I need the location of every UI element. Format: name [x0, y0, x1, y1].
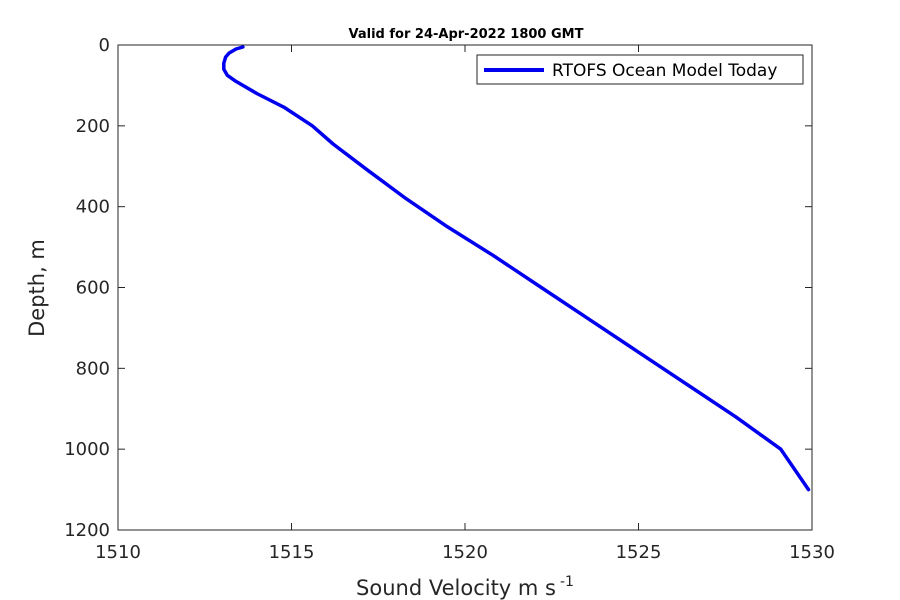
- x-tick-label: 1520: [442, 542, 488, 563]
- y-axis-title: Depth, m: [25, 239, 49, 337]
- y-tick-label: 400: [76, 197, 110, 218]
- x-tick-label: 1510: [95, 542, 141, 563]
- plot-area: [117, 44, 813, 531]
- chart-title: Valid for 24-Apr-2022 1800 GMT: [349, 27, 584, 42]
- x-axis-label: Sound Velocity m s: [356, 576, 556, 600]
- x-axis-title: Sound Velocity m s -1: [356, 574, 574, 600]
- series-line: [222, 45, 811, 492]
- y-tick-label: 200: [76, 116, 110, 137]
- x-tick-label: 1525: [616, 542, 662, 563]
- axis-ticks: 1510 1515 1520 1525 1530 0 200 400 600 800 1000 120…: [64, 35, 835, 563]
- legend-label: RTOFS Ocean Model Today: [552, 61, 777, 81]
- y-tick-label: 1000: [64, 439, 110, 460]
- y-tick-label: 800: [76, 358, 110, 379]
- series-layer: [222, 45, 811, 492]
- y-tick-label: 0: [99, 35, 110, 56]
- y-tick-label: 600: [76, 278, 110, 299]
- legend: RTOFS Ocean Model Today: [476, 54, 804, 85]
- y-tick-label: 1200: [64, 520, 110, 541]
- x-tick-label: 1530: [789, 542, 835, 563]
- x-axis-label-superscript: -1: [560, 574, 574, 590]
- x-tick-label: 1515: [269, 542, 315, 563]
